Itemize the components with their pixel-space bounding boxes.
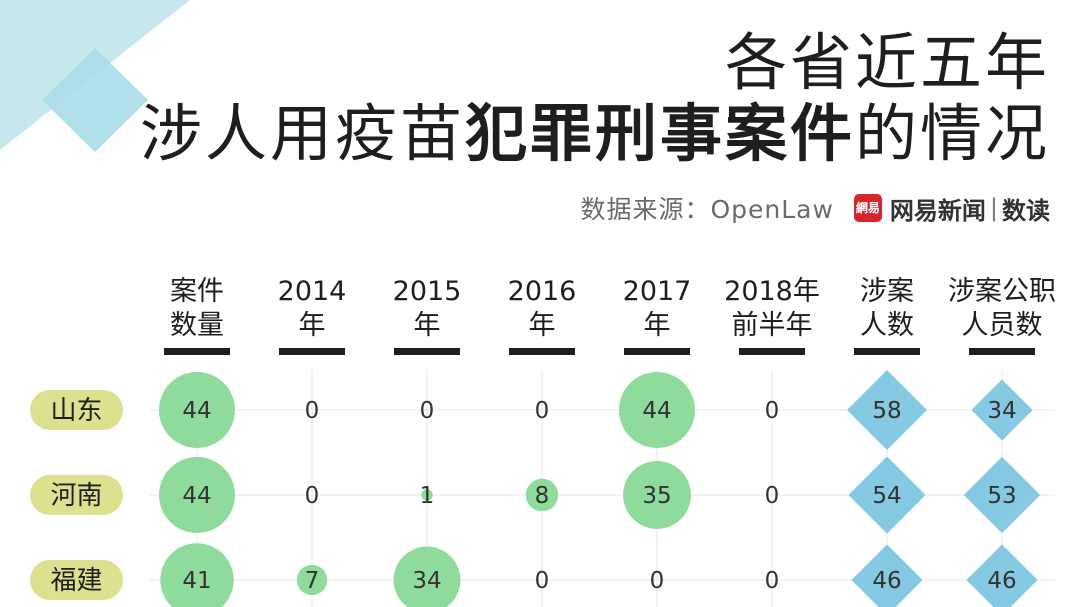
value-label: 44 (182, 398, 211, 424)
value-label: 0 (765, 568, 780, 594)
column-header-bar (739, 348, 805, 355)
column-header-line2: 前半年 (732, 310, 813, 341)
value-label: 41 (182, 568, 211, 594)
column-header-line1: 2018年 (724, 276, 820, 307)
data-marks: 44 0 0 0 44 0 58 34 44 0 1 8 35 0 54 53 41 7 34 0 0 0 46 46 (159, 370, 1041, 607)
column-header-line1: 2017 (623, 276, 692, 307)
brand-separator: | (989, 194, 998, 222)
brand-name: 网易新闻 (889, 196, 986, 225)
value-label: 44 (642, 398, 671, 424)
value-label: 0 (305, 483, 320, 509)
column-header-line2: 人数 (860, 310, 914, 341)
value-circle (296, 564, 328, 596)
value-label: 35 (642, 483, 671, 509)
value-label: 0 (305, 398, 320, 424)
value-label: 0 (420, 398, 435, 424)
row-label-pill (30, 560, 123, 600)
value-circle (421, 489, 433, 501)
column-header-bar (854, 348, 920, 355)
column-header-line1: 2016 (508, 276, 577, 307)
column-header-line2: 人员数 (962, 310, 1043, 341)
value-label: 7 (305, 568, 320, 594)
source-row: 数据来源：OpenLaw 網易 网易新闻 | 数读 (580, 190, 1050, 226)
value-label: 44 (182, 483, 211, 509)
column-header-line2: 年 (299, 310, 326, 341)
column-header-bar (394, 348, 460, 355)
chart-title-line2: 涉人用疫苗犯罪刑事案件的情况 (140, 103, 1050, 165)
value-diamond (963, 456, 1041, 534)
value-label: 0 (535, 398, 550, 424)
source-text: 数据来源：OpenLaw (580, 195, 834, 224)
value-diamond (847, 370, 927, 450)
value-circle (159, 457, 235, 533)
column-header-bar (969, 348, 1035, 355)
value-label: 0 (535, 568, 550, 594)
value-circle (619, 372, 695, 448)
value-label: 46 (872, 568, 901, 594)
value-label: 1 (420, 483, 435, 509)
value-label: 46 (987, 568, 1016, 594)
value-diamond (851, 544, 923, 607)
value-label: 34 (412, 568, 441, 594)
column-header-line1: 涉案 (860, 276, 914, 307)
value-circle (159, 372, 235, 448)
value-circle (525, 478, 559, 512)
column-header-line2: 年 (529, 310, 556, 341)
row-label: 山东 (50, 396, 102, 426)
column-header-bar (164, 348, 230, 355)
chart-title-line1: 各省近五年 (724, 26, 1050, 99)
title-line2-prefix: 涉人用疫苗 (139, 97, 465, 170)
column-header-line1: 案件 (170, 276, 224, 307)
value-label: 53 (987, 483, 1016, 509)
value-diamond (971, 379, 1033, 441)
value-circle (623, 461, 691, 529)
netease-logo-icon: 網易 (853, 194, 882, 222)
column-header-line2: 数量 (170, 310, 224, 341)
value-label: 0 (650, 568, 665, 594)
value-label: 8 (535, 483, 550, 509)
column-header-line2: 年 (414, 310, 441, 341)
column-header-line1: 2015 (393, 276, 462, 307)
column-header-bar (279, 348, 345, 355)
value-circle (160, 543, 234, 607)
value-label: 54 (872, 483, 901, 509)
column-header-line1: 2014 (278, 276, 347, 307)
title-line2-suffix: 的情况 (854, 97, 1050, 170)
brand-sub: 数读 (1002, 196, 1050, 225)
title-line2-bold: 犯罪刑事案件 (464, 97, 855, 170)
value-circle (393, 546, 461, 607)
row-label: 福建 (50, 566, 102, 596)
value-diamond (848, 456, 926, 534)
value-label: 34 (987, 398, 1016, 424)
value-diamond (966, 544, 1038, 607)
value-label: 0 (765, 398, 780, 424)
column-headers: 案件数量2014年2015年2016年2017年2018年前半年涉案人数涉案公职… (164, 276, 1056, 355)
column-header-line1: 涉案公职 (948, 276, 1056, 307)
column-header-line2: 年 (644, 310, 671, 341)
value-label: 0 (765, 483, 780, 509)
row-label-pill (30, 475, 123, 515)
row-label: 河南 (50, 481, 102, 511)
value-label: 58 (872, 398, 901, 424)
column-header-bar (509, 348, 575, 355)
column-header-bar (624, 348, 690, 355)
row-label-pill (30, 390, 123, 430)
